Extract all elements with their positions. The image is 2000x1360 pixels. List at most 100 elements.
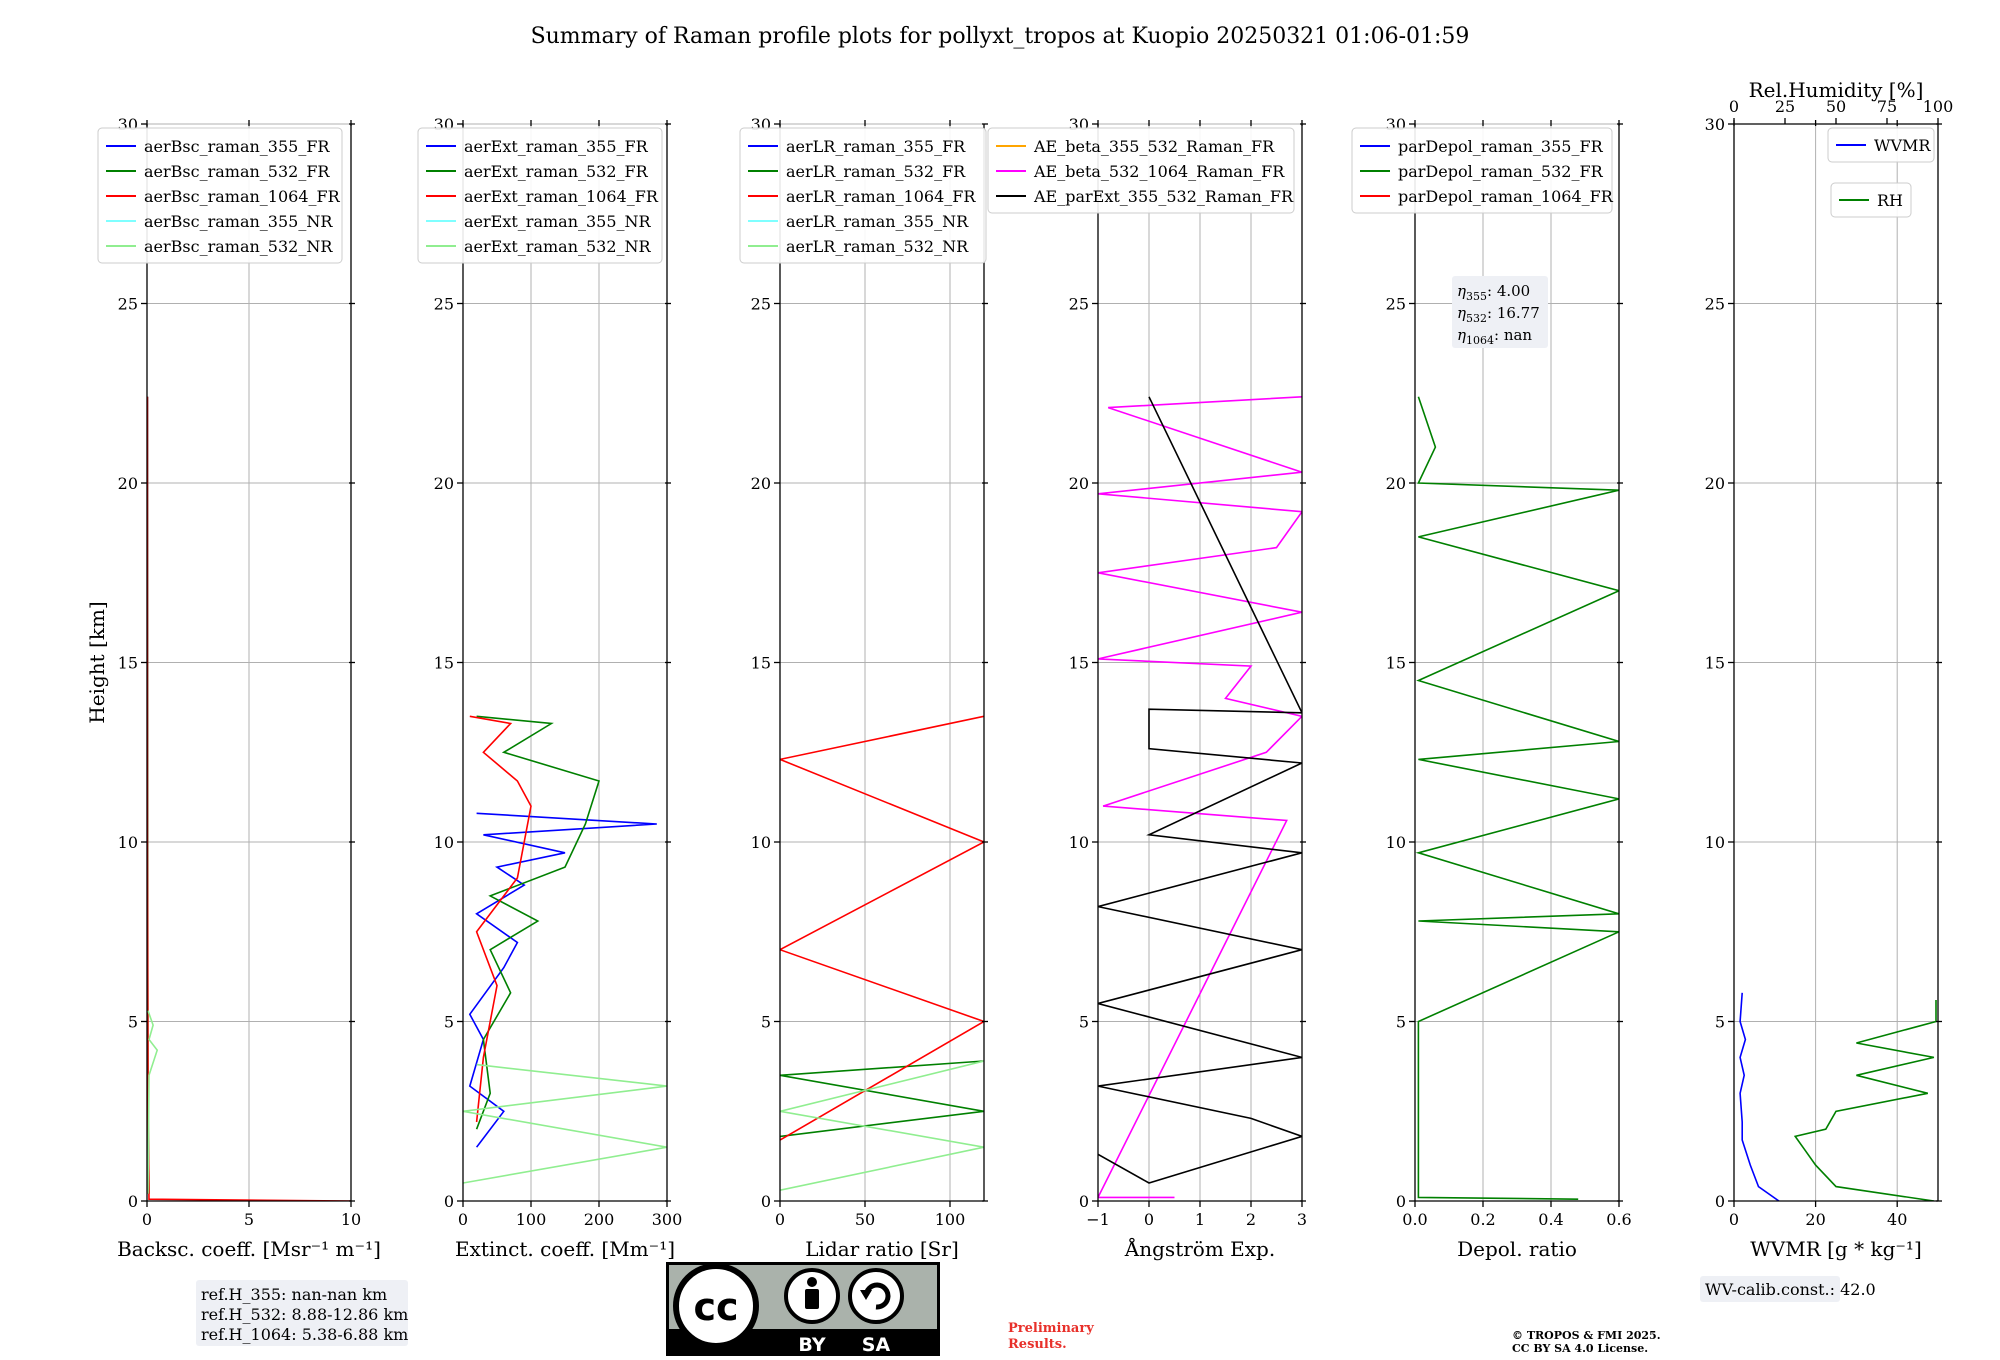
y-tick-label: 15 (1069, 654, 1089, 673)
x-tick-label: 1 (1195, 1210, 1205, 1229)
x-tick-label: 3 (1297, 1210, 1307, 1229)
y-axis-label: Height [km] (85, 601, 109, 723)
x2-tick-label: 25 (1775, 97, 1795, 116)
y-tick-label: 10 (118, 833, 138, 852)
series-group (463, 715, 667, 1184)
y-tick-label: 5 (444, 1013, 454, 1032)
legend-label: AE_parExt_355_532_Raman_FR (1033, 187, 1294, 206)
legend-wvmr: WVMR (1827, 127, 1935, 163)
x-tick-label: 300 (652, 1210, 683, 1229)
legend-label: aerLR_raman_1064_FR (786, 187, 976, 206)
x-tick-label: 0 (458, 1210, 468, 1229)
ref-height-line: ref.H_532: 8.88-12.86 km (201, 1305, 408, 1324)
legend-label: aerExt_raman_355_FR (464, 137, 649, 156)
y-tick-label: 15 (1705, 654, 1725, 673)
legend-label: AE_beta_532_1064_Raman_FR (1033, 162, 1285, 181)
legend-label: aerLR_raman_532_FR (786, 162, 966, 181)
x-tick-label: 50 (855, 1210, 875, 1229)
cc-by-label: BY (798, 1334, 825, 1356)
legend-label: aerBsc_raman_532_NR (144, 237, 333, 256)
series-line-AE_parExt_355_532_Raman_FR (1098, 396, 1302, 1184)
x-tick-label: 5 (244, 1210, 254, 1229)
x-tick-label: 0 (775, 1210, 785, 1229)
y-tick-label: 5 (1079, 1013, 1089, 1032)
sa-share-arc (863, 1282, 891, 1310)
by-person-body (805, 1289, 819, 1309)
cc-logo-icon (673, 1263, 759, 1349)
cc-logo-text: cc (693, 1285, 738, 1329)
sa-share-icon (848, 1268, 904, 1324)
legend-label: aerExt_raman_355_NR (464, 212, 652, 231)
legend: aerExt_raman_355_FR aerExt_raman_532_FRae… (417, 127, 663, 264)
x-tick-label: 2 (1246, 1210, 1256, 1229)
y-tick-label: 0 (1396, 1192, 1406, 1211)
legend-label: aerBsc_raman_532_FR (144, 162, 330, 181)
y-tick-label: 25 (751, 295, 771, 314)
eta-box-bg (1452, 276, 1548, 348)
x2-axis-label: Rel.Humidity [%] (1749, 78, 1924, 102)
legend-label: aerLR_raman_532_NR (786, 237, 969, 256)
legend-label: parDepol_raman_355_FR (1398, 137, 1604, 156)
legend-box (97, 127, 343, 264)
y-tick-label: 15 (1386, 654, 1406, 673)
series-group (1415, 396, 1619, 1200)
x-axis-label: WVMR [g * kg⁻¹] (1750, 1237, 1922, 1261)
y-tick-label: 25 (1705, 295, 1725, 314)
series-line-aerExt_raman_1064_FR (469, 715, 532, 1123)
y-tick-label: 15 (118, 654, 138, 673)
x-tick-label: 0.2 (1470, 1210, 1495, 1229)
series-line-aerExt_raman_532_FR (475, 715, 601, 1130)
series-line-aerLR_raman_532_NR (780, 1060, 984, 1191)
legend: parDepol_raman_355_FR parDepol_raman_532_… (1351, 127, 1614, 214)
y-tick-label: 25 (1386, 295, 1406, 314)
legend-label: aerBsc_raman_1064_FR (144, 187, 341, 206)
ref-height-line: ref.H_355: nan-nan km (201, 1285, 387, 1304)
legend-label: aerBsc_raman_355_FR (144, 137, 330, 156)
y-tick-label: 20 (1069, 474, 1089, 493)
legend: aerBsc_raman_355_FR aerBsc_raman_532_FRae… (97, 127, 343, 264)
x-tick-label: 0 (142, 1210, 152, 1229)
series-line-aerLR_raman_1064_FR (780, 715, 984, 1141)
figure-title: Summary of Raman profile plots for polly… (531, 24, 1470, 49)
series-line-RH (1793, 1000, 1937, 1201)
legend-label: parDepol_raman_532_FR (1398, 162, 1604, 181)
legend-box (1827, 127, 1935, 163)
y-tick-label: 20 (751, 474, 771, 493)
y-tick-label: 0 (1079, 1192, 1089, 1211)
x-tick-label: 40 (1887, 1210, 1907, 1229)
series-line-aerBsc_raman_532_NR (147, 1010, 159, 1194)
x2-tick-label: 50 (1826, 97, 1846, 116)
y-tick-label: 5 (761, 1013, 771, 1032)
series-group (780, 715, 984, 1191)
cc-sa-label: SA (862, 1334, 891, 1356)
legend: aerLR_raman_355_FR aerLR_raman_532_FR aerL… (739, 127, 987, 264)
x-tick-label: −1 (1086, 1210, 1110, 1229)
y-tick-label: 10 (1705, 833, 1725, 852)
y-tick-label: 5 (1396, 1013, 1406, 1032)
eta-1064: η1064: nan (1457, 326, 1532, 347)
sa-share-arrow (860, 1290, 872, 1300)
x2-tick-label: 75 (1877, 97, 1897, 116)
eta-355: η355: 4.00 (1457, 282, 1530, 303)
series-group (1739, 992, 1937, 1201)
x2-tick-label: 100 (1923, 97, 1954, 116)
y-tick-label: 5 (1715, 1013, 1725, 1032)
x-axis-label: Depol. ratio (1457, 1237, 1577, 1261)
y-tick-label: 20 (118, 474, 138, 493)
y-tick-label: 10 (434, 833, 454, 852)
x-tick-label: 20 (1805, 1210, 1825, 1229)
series-line-aerExt_raman_532_NR (463, 1063, 667, 1184)
x-tick-label: 100 (516, 1210, 547, 1229)
legend-label: WVMR (1874, 136, 1931, 155)
preliminary-line1: Preliminary (1008, 1321, 1094, 1336)
legend-box (987, 127, 1295, 214)
x-axis-label: Backsc. coeff. [Msr⁻¹ m⁻¹] (117, 1237, 381, 1261)
y-tick-label: 15 (434, 654, 454, 673)
y-tick-label: 10 (1386, 833, 1406, 852)
series-line-AE_beta_532_1064_Raman_FR (1098, 396, 1302, 1199)
